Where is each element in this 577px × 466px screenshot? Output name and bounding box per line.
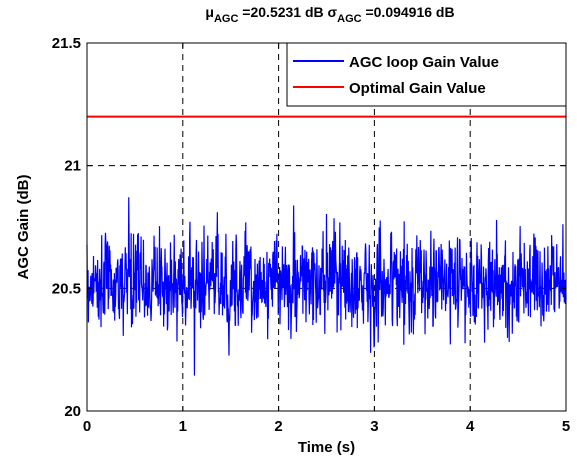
y-tick-label-3: 21.5 bbox=[52, 35, 81, 52]
x-axis-label: Time (s) bbox=[298, 439, 355, 456]
x-tick-label-3: 3 bbox=[370, 418, 378, 435]
x-tick-label-1: 1 bbox=[179, 418, 187, 435]
title-sigma-symbol: σ bbox=[328, 4, 338, 20]
y-axis-label: AGC Gain (dB) bbox=[15, 175, 32, 280]
y-tick-label-0: 20 bbox=[64, 403, 81, 420]
title-sigma-subscript: AGC bbox=[337, 13, 362, 25]
plot-series bbox=[86, 115, 567, 376]
chart-title: μAGC =20.5231 dB σAGC =0.094916 dB bbox=[205, 4, 454, 25]
title-mu-symbol: μ bbox=[205, 4, 214, 20]
legend-box bbox=[286, 42, 567, 107]
x-tick-label-0: 0 bbox=[83, 418, 91, 435]
title-sigma-value: =0.094916 dB bbox=[362, 4, 455, 20]
x-tick-label-5: 5 bbox=[562, 418, 570, 435]
chart-legend: AGC loop Gain Value Optimal Gain Value bbox=[286, 42, 567, 107]
title-mu-value: =20.5231 dB bbox=[238, 4, 327, 20]
legend-label-agc-loop: AGC loop Gain Value bbox=[349, 54, 499, 71]
title-mu-subscript: AGC bbox=[214, 13, 239, 25]
y-tick-label-2: 21 bbox=[64, 158, 81, 175]
legend-label-optimal: Optimal Gain Value bbox=[349, 80, 486, 97]
x-tick-label-4: 4 bbox=[466, 418, 475, 435]
y-tick-label-1: 20.5 bbox=[52, 280, 81, 297]
series-line-0 bbox=[86, 197, 567, 376]
x-tick-label-2: 2 bbox=[274, 418, 282, 435]
